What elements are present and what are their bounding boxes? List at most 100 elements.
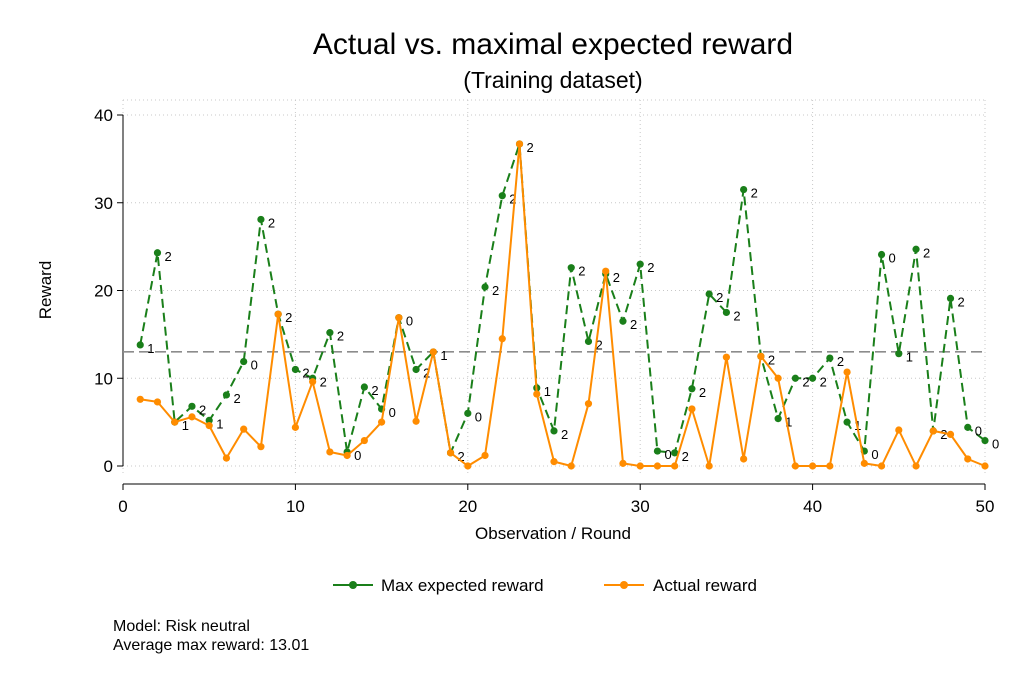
- max-expected-point-31: [653, 447, 662, 455]
- actual-point-16: [395, 314, 403, 322]
- actual-point-7: [240, 425, 248, 433]
- actual-point-1: [136, 395, 144, 403]
- max-expected-point-label-48: 2: [958, 294, 965, 309]
- max-expected-point-44: [877, 250, 886, 259]
- actual-point-47: [929, 427, 937, 435]
- max-expected-point-label-35: 2: [733, 308, 740, 323]
- actual-point-10: [291, 423, 299, 431]
- actual-point-24: [533, 390, 541, 398]
- max-expected-point-label-9: 2: [285, 310, 292, 325]
- max-expected-point-label-39: 2: [802, 374, 809, 389]
- max-expected-point-label-34: 2: [716, 290, 723, 305]
- max-expected-point-label-24: 1: [544, 384, 551, 399]
- actual-point-49: [964, 455, 972, 463]
- actual-point-27: [584, 400, 593, 408]
- max-expected-point-label-2: 2: [164, 249, 171, 264]
- actual-point-33: [688, 405, 696, 413]
- chart-title: Actual vs. maximal expected reward: [313, 28, 793, 61]
- actual-point-12: [326, 448, 334, 456]
- max-expected-point-46: [912, 245, 920, 253]
- x-tick-label-50: 50: [976, 497, 995, 516]
- max-expected-point-label-20: 0: [475, 409, 482, 424]
- max-expected-point-6: [222, 391, 231, 399]
- max-expected-point-50: [981, 436, 989, 445]
- max-expected-point-label-49: 0: [975, 423, 982, 438]
- actual-point-32: [671, 462, 679, 470]
- max-expected-point-label-47: 2: [940, 427, 947, 442]
- max-expected-point-label-10: 2: [302, 365, 309, 380]
- max-expected-point-26: [567, 264, 575, 272]
- actual-point-34: [705, 462, 713, 470]
- note-average: Average max reward: 13.01: [113, 637, 310, 654]
- y-tick-label-40: 40: [94, 106, 113, 125]
- max-expected-point-label-19: 2: [458, 449, 465, 464]
- x-axis-label: Observation / Round: [475, 524, 631, 543]
- max-expected-point-8: [257, 215, 265, 224]
- y-tick-label-10: 10: [94, 369, 113, 388]
- max-expected-point-label-15: 0: [389, 405, 396, 420]
- max-expected-point-label-4: 2: [199, 402, 206, 417]
- max-expected-point-4: [188, 402, 196, 410]
- actual-point-41: [826, 462, 834, 470]
- legend-marker-max: [349, 581, 357, 589]
- actual-point-14: [360, 436, 368, 445]
- actual-point-44: [877, 462, 886, 470]
- actual-point-42: [843, 368, 851, 376]
- max-expected-point-label-46: 2: [923, 245, 930, 260]
- max-expected-point-label-41: 2: [837, 354, 844, 369]
- actual-point-23: [515, 140, 524, 148]
- x-tick-label-20: 20: [458, 497, 477, 516]
- max-expected-point-label-31: 0: [664, 447, 671, 462]
- max-expected-point-17: [412, 365, 420, 374]
- max-expected-point-27: [584, 337, 593, 345]
- max-expected-point-label-1: 1: [147, 341, 154, 356]
- legend-marker-actual: [620, 581, 628, 589]
- max-expected-point-label-38: 1: [785, 415, 792, 430]
- actual-point-26: [567, 462, 575, 470]
- max-expected-point-40: [809, 374, 817, 382]
- actual-point-5: [205, 422, 213, 430]
- max-expected-point-29: [619, 317, 627, 325]
- max-expected-point-49: [964, 423, 972, 431]
- max-expected-point-label-5: 1: [216, 416, 223, 431]
- max-expected-point-36: [740, 185, 748, 194]
- max-expected-point-label-16: 0: [406, 314, 413, 329]
- actual-point-21: [481, 451, 489, 460]
- actual-point-11: [309, 378, 317, 386]
- max-expected-point-label-3: 1: [182, 418, 189, 433]
- max-expected-point-7: [240, 357, 248, 366]
- actual-point-15: [378, 418, 386, 426]
- max-expected-point-1: [136, 341, 144, 349]
- max-expected-point-label-7: 0: [251, 358, 258, 373]
- legend-label-actual: Actual reward: [653, 576, 757, 595]
- max-expected-point-35: [722, 308, 731, 317]
- max-expected-point-41: [826, 354, 834, 362]
- x-tick-label-30: 30: [631, 497, 650, 516]
- max-expected-point-label-28: 2: [613, 270, 620, 285]
- actual-point-28: [602, 267, 610, 275]
- x-tick-label-40: 40: [803, 497, 822, 516]
- max-expected-point-label-23: 2: [527, 140, 534, 155]
- max-expected-point-32: [671, 449, 679, 457]
- actual-point-48: [946, 430, 955, 439]
- y-tick-label-0: 0: [104, 457, 113, 476]
- x-tick-label-0: 0: [118, 497, 127, 516]
- actual-point-9: [274, 310, 282, 318]
- legend: Max expected reward Actual reward: [333, 576, 757, 595]
- max-expected-point-45: [895, 350, 903, 358]
- actual-point-17: [412, 417, 420, 425]
- max-expected-point-label-44: 0: [889, 251, 896, 266]
- max-expected-point-label-30: 2: [647, 260, 654, 275]
- max-expected-point-48: [946, 294, 955, 302]
- actual-line: [140, 143, 986, 467]
- actual-point-25: [550, 458, 558, 466]
- actual-point-45: [895, 426, 903, 434]
- actual-point-19: [446, 449, 455, 457]
- actual-point-8: [257, 443, 265, 451]
- y-tick-label-20: 20: [94, 282, 113, 301]
- max-expected-point-12: [326, 329, 334, 337]
- max-expected-point-label-36: 2: [751, 186, 758, 201]
- max-expected-point-label-11: 2: [320, 374, 327, 389]
